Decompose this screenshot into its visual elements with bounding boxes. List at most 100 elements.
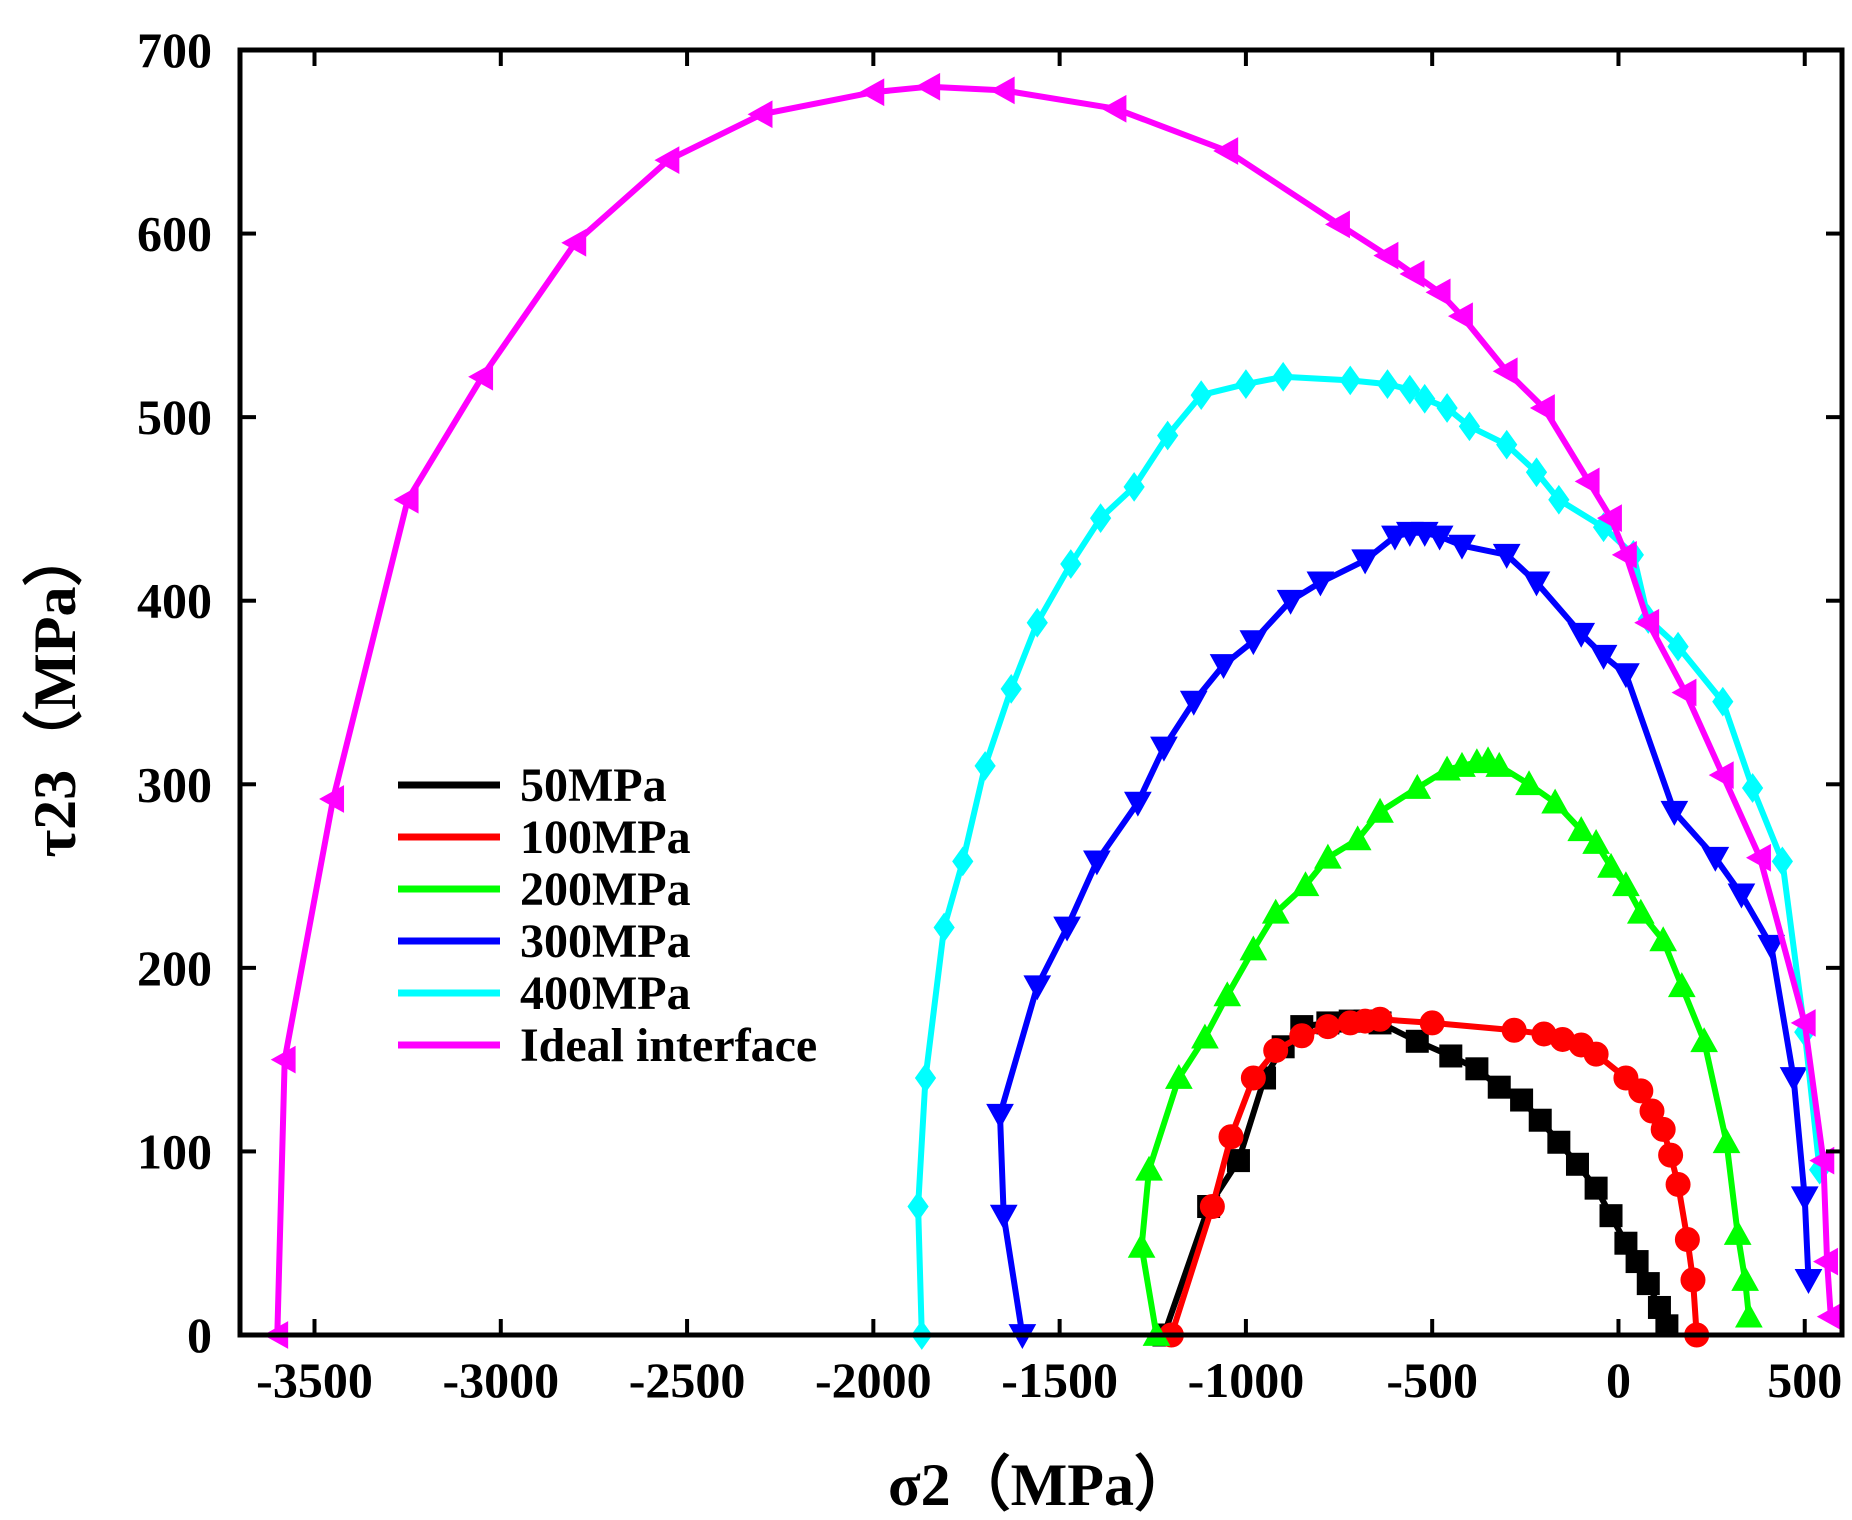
- data-point-100mpa: [1367, 1006, 1393, 1032]
- data-point-ideal-interface: [270, 1045, 296, 1074]
- data-point-300mpa: [1757, 934, 1786, 960]
- data-point-400mpa: [1060, 549, 1082, 579]
- data-point-ideal-interface: [393, 485, 419, 514]
- data-point-400mpa: [1712, 686, 1734, 717]
- series-line-ideal-interface: [274, 83, 1834, 1338]
- data-point-300mpa: [1381, 525, 1409, 551]
- data-point-300mpa: [1276, 589, 1305, 615]
- data-point-400mpa: [1157, 420, 1179, 451]
- data-point-100mpa: [1218, 1124, 1244, 1150]
- data-point-200mpa: [1582, 828, 1610, 854]
- data-point-200mpa: [1485, 751, 1514, 777]
- data-point-400mpa: [1496, 429, 1518, 460]
- y-tick-label: 0: [187, 1307, 212, 1363]
- series-ideal-interface: [263, 72, 1842, 1349]
- data-point-50mpa: [1599, 1204, 1623, 1228]
- legend-label-100mpa: 100MPa: [520, 811, 691, 864]
- data-point-100mpa: [1263, 1037, 1289, 1063]
- data-point-ideal-interface: [1492, 357, 1518, 386]
- series-200mpa: [1127, 746, 1763, 1346]
- data-point-ideal-interface: [1325, 210, 1350, 239]
- data-point-200mpa: [1135, 1155, 1163, 1181]
- y-tick-label: 700: [137, 22, 212, 78]
- data-point-50mpa: [1465, 1057, 1489, 1081]
- data-point-ideal-interface: [1790, 1009, 1816, 1037]
- data-point-300mpa: [1209, 654, 1238, 679]
- data-point-400mpa: [952, 846, 974, 877]
- data-point-300mpa: [1306, 571, 1335, 597]
- data-point-100mpa: [1628, 1078, 1654, 1104]
- data-point-50mpa: [1405, 1029, 1429, 1053]
- data-point-300mpa: [1794, 1269, 1823, 1294]
- data-point-200mpa: [1127, 1232, 1156, 1258]
- data-point-200mpa: [1164, 1063, 1193, 1089]
- data-point-200mpa: [1515, 770, 1543, 796]
- data-point-300mpa: [1492, 543, 1521, 569]
- data-point-50mpa: [1636, 1272, 1660, 1296]
- data-point-200mpa: [1597, 852, 1625, 878]
- data-point-ideal-interface: [1447, 302, 1473, 331]
- data-point-300mpa: [1179, 690, 1208, 716]
- data-point-200mpa: [1567, 816, 1596, 842]
- x-tick-label: -500: [1386, 1352, 1478, 1408]
- data-point-ideal-interface: [1101, 94, 1127, 123]
- series-layer: [263, 72, 1842, 1350]
- data-point-200mpa: [1723, 1220, 1752, 1245]
- data-point-50mpa: [1625, 1250, 1649, 1274]
- data-point-400mpa: [1089, 503, 1112, 533]
- data-point-ideal-interface: [561, 228, 587, 257]
- data-point-400mpa: [1000, 673, 1022, 704]
- data-point-400mpa: [1376, 369, 1399, 399]
- y-tick-label: 100: [137, 1123, 212, 1179]
- x-tick-label: -3000: [442, 1352, 559, 1408]
- data-point-ideal-interface: [1574, 467, 1600, 496]
- data-point-300mpa: [1239, 630, 1268, 656]
- data-point-400mpa: [1190, 380, 1212, 410]
- data-point-ideal-interface: [1213, 137, 1239, 165]
- legend-label-300mpa: 300MPa: [520, 915, 691, 968]
- data-point-100mpa: [1680, 1267, 1706, 1293]
- data-point-ideal-interface: [1809, 1146, 1835, 1175]
- x-axis-label: σ2（MPa）: [888, 1451, 1194, 1518]
- data-point-200mpa: [1690, 1027, 1719, 1053]
- data-point-ideal-interface: [654, 146, 680, 174]
- data-point-300mpa: [1522, 571, 1551, 597]
- y-tick-label: 300: [137, 756, 212, 812]
- data-point-100mpa: [1199, 1194, 1225, 1219]
- legend-label-50mpa: 50MPa: [520, 759, 667, 812]
- data-point-300mpa: [1150, 736, 1178, 762]
- x-tick-label: -2000: [815, 1352, 932, 1408]
- data-point-50mpa: [1510, 1088, 1534, 1112]
- data-point-200mpa: [1366, 797, 1394, 823]
- data-point-50mpa: [1547, 1130, 1571, 1154]
- data-point-100mpa: [1583, 1041, 1609, 1067]
- data-point-100mpa: [1658, 1142, 1684, 1168]
- data-point-400mpa: [1272, 361, 1294, 392]
- data-point-400mpa: [1235, 369, 1257, 399]
- y-axis-label: τ23（MPa）: [21, 527, 88, 858]
- data-point-300mpa: [1727, 883, 1756, 909]
- data-point-100mpa: [1674, 1227, 1700, 1253]
- data-point-400mpa: [1771, 846, 1794, 877]
- data-point-200mpa: [1612, 871, 1640, 897]
- data-point-300mpa: [1660, 800, 1689, 826]
- data-point-400mpa: [1741, 773, 1764, 803]
- data-point-ideal-interface: [1634, 608, 1660, 637]
- data-point-300mpa: [1779, 1067, 1808, 1093]
- data-point-50mpa: [1584, 1176, 1608, 1200]
- data-point-400mpa: [933, 912, 955, 943]
- data-point-300mpa: [986, 1103, 1014, 1129]
- x-tick-label: -3500: [256, 1352, 373, 1408]
- x-tick-label: -2500: [629, 1352, 746, 1408]
- data-point-100mpa: [1665, 1171, 1691, 1197]
- data-point-ideal-interface: [859, 78, 885, 107]
- data-point-ideal-interface: [1425, 278, 1451, 307]
- data-point-300mpa: [1351, 549, 1379, 575]
- data-point-300mpa: [1589, 644, 1618, 670]
- legend-label-400mpa: 400MPa: [520, 967, 691, 1020]
- data-point-200mpa: [1667, 972, 1696, 998]
- data-point-100mpa: [1501, 1017, 1527, 1043]
- data-point-300mpa: [1124, 791, 1152, 817]
